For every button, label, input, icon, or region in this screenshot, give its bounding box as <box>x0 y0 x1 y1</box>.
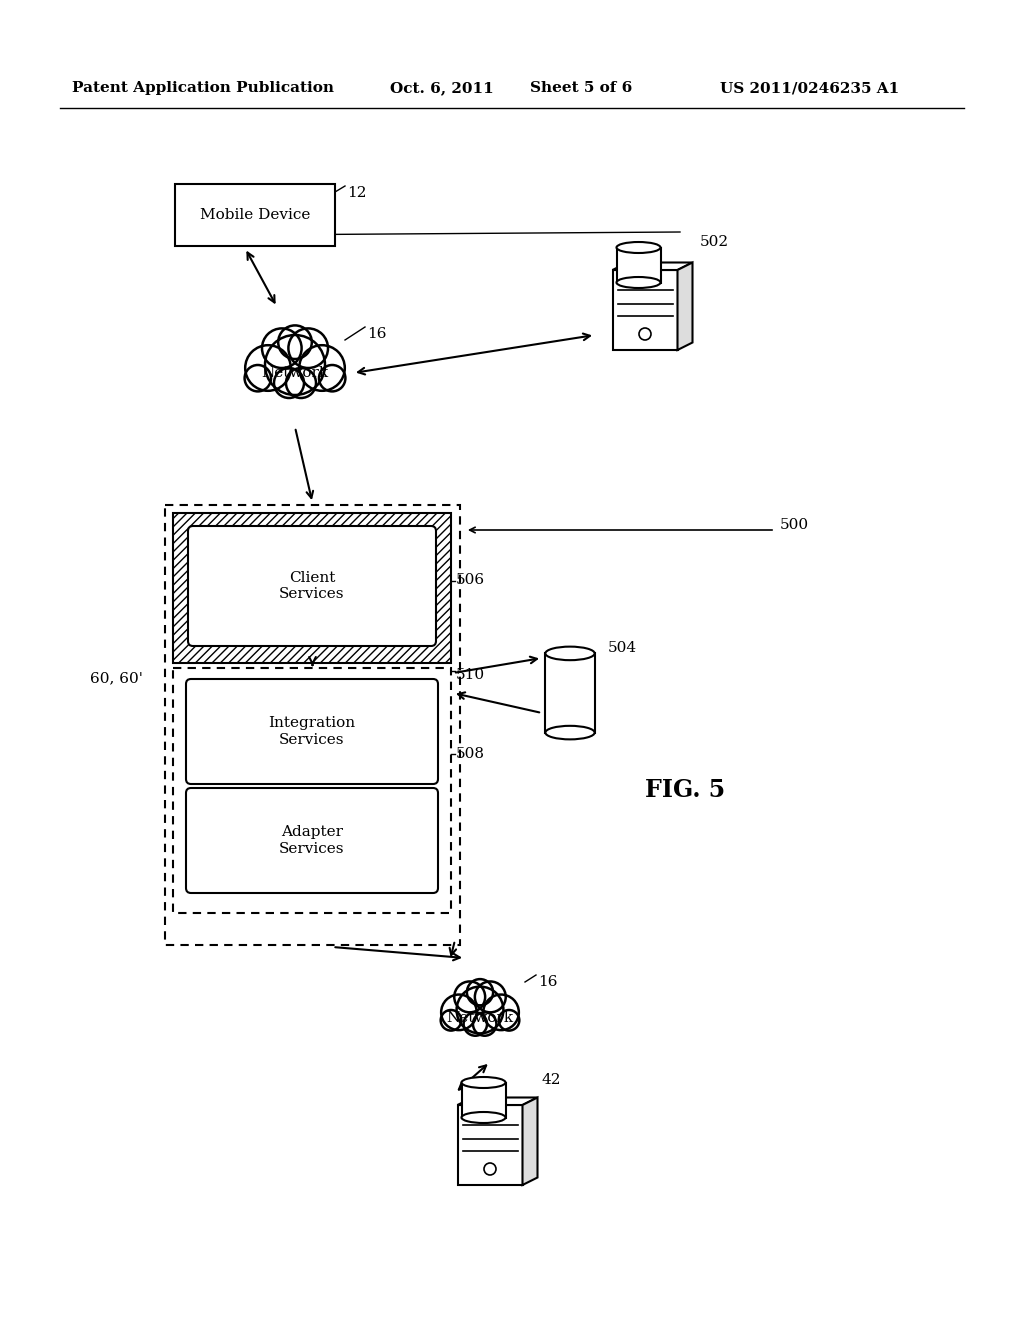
Circle shape <box>299 346 345 391</box>
Text: 42: 42 <box>542 1073 561 1086</box>
Bar <box>165 506 460 945</box>
Bar <box>173 513 451 663</box>
Text: Mobile Device: Mobile Device <box>200 209 310 222</box>
Bar <box>173 668 451 913</box>
Ellipse shape <box>616 242 660 253</box>
Circle shape <box>286 368 316 399</box>
FancyBboxPatch shape <box>188 525 436 645</box>
Bar <box>546 653 595 733</box>
Circle shape <box>639 327 651 341</box>
Circle shape <box>475 982 506 1012</box>
Text: Adapter
Services: Adapter Services <box>280 825 345 855</box>
Polygon shape <box>522 1097 538 1185</box>
Text: 60, 60': 60, 60' <box>90 671 143 685</box>
Text: FIG. 5: FIG. 5 <box>645 777 725 803</box>
Circle shape <box>279 326 311 359</box>
Text: 504: 504 <box>608 642 637 655</box>
FancyBboxPatch shape <box>175 183 335 246</box>
Circle shape <box>265 335 325 395</box>
Circle shape <box>464 1012 487 1036</box>
Text: Oct. 6, 2011: Oct. 6, 2011 <box>390 81 494 95</box>
Bar <box>462 1082 506 1118</box>
Polygon shape <box>458 1097 538 1105</box>
Circle shape <box>319 366 345 392</box>
FancyBboxPatch shape <box>186 788 438 894</box>
Text: Network: Network <box>446 1011 514 1026</box>
Text: Integration
Services: Integration Services <box>268 717 355 747</box>
Circle shape <box>441 994 477 1030</box>
Bar <box>616 248 660 282</box>
Text: Sheet 5 of 6: Sheet 5 of 6 <box>530 81 632 95</box>
Circle shape <box>499 1010 519 1031</box>
Text: 12: 12 <box>347 186 367 201</box>
Circle shape <box>483 994 519 1030</box>
Text: 16: 16 <box>367 327 386 341</box>
Circle shape <box>274 368 304 399</box>
Text: 16: 16 <box>538 975 557 989</box>
Polygon shape <box>678 263 692 350</box>
Circle shape <box>245 346 291 391</box>
Circle shape <box>473 1012 497 1036</box>
Circle shape <box>262 329 302 368</box>
Polygon shape <box>612 263 692 271</box>
Text: Network: Network <box>261 366 329 380</box>
Ellipse shape <box>462 1077 506 1088</box>
Ellipse shape <box>546 726 595 739</box>
Text: Client
Services: Client Services <box>280 570 345 601</box>
Circle shape <box>440 1010 461 1031</box>
Circle shape <box>484 1163 496 1175</box>
Circle shape <box>455 982 485 1012</box>
Bar <box>612 271 678 350</box>
Bar <box>458 1105 522 1185</box>
Text: 506: 506 <box>456 573 485 587</box>
Text: 502: 502 <box>700 235 729 249</box>
Ellipse shape <box>462 1111 506 1123</box>
Text: 510: 510 <box>456 668 485 682</box>
FancyBboxPatch shape <box>186 678 438 784</box>
Circle shape <box>457 986 504 1034</box>
Text: US 2011/0246235 A1: US 2011/0246235 A1 <box>720 81 899 95</box>
Text: Patent Application Publication: Patent Application Publication <box>72 81 334 95</box>
Circle shape <box>289 329 328 368</box>
Ellipse shape <box>546 647 595 660</box>
Circle shape <box>245 366 271 392</box>
Text: 508: 508 <box>456 747 485 760</box>
Circle shape <box>467 979 494 1006</box>
Ellipse shape <box>616 277 660 288</box>
Text: 500: 500 <box>780 517 809 532</box>
